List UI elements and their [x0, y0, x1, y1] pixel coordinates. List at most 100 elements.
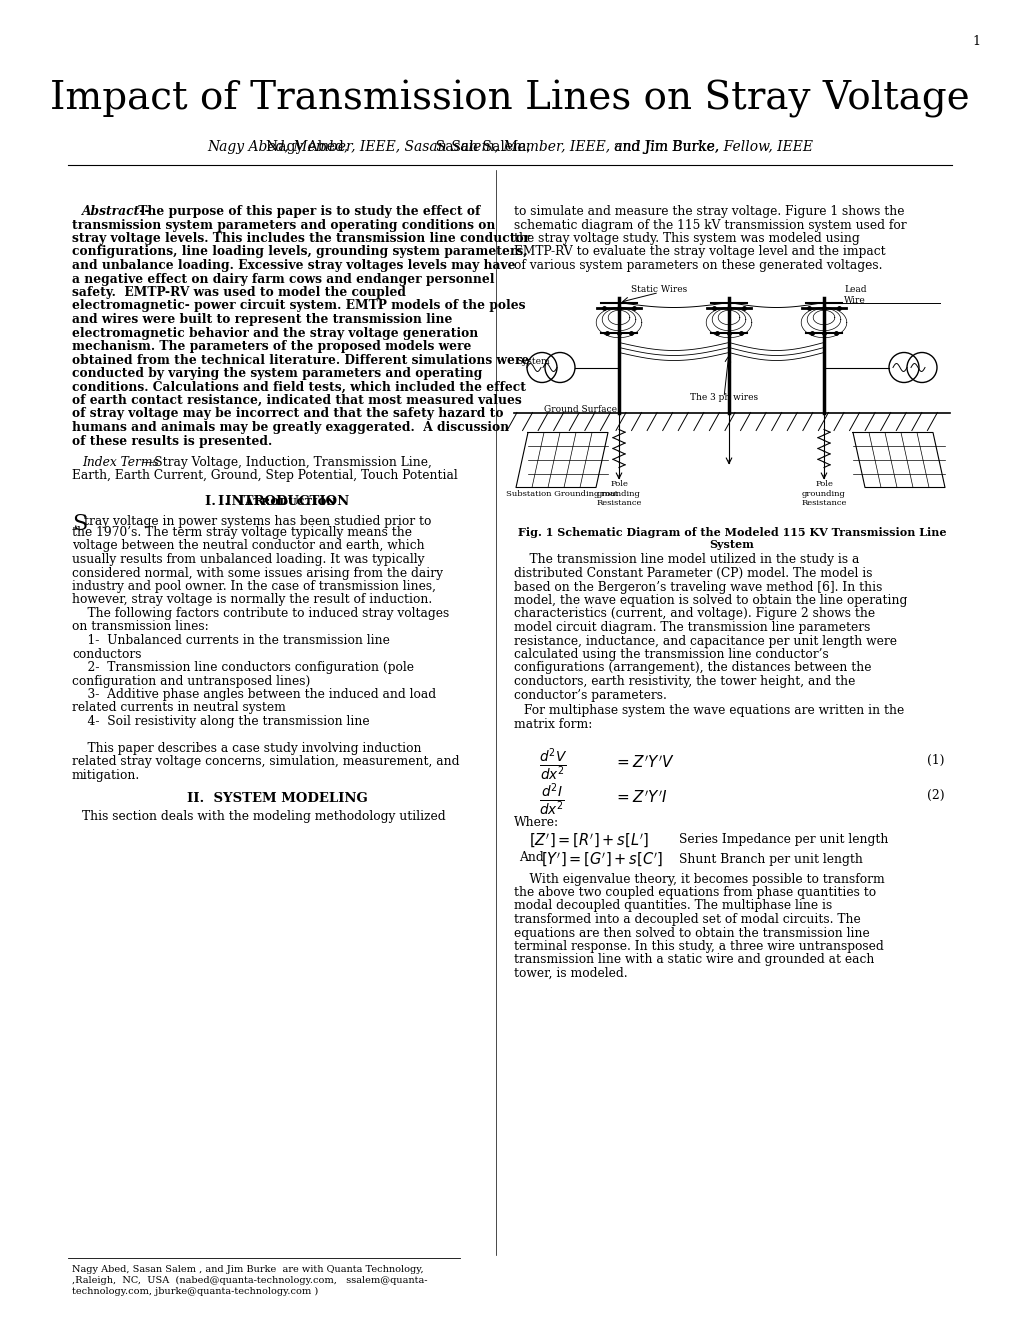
Text: usually results from unbalanced loading. It was typically: usually results from unbalanced loading.…	[72, 553, 424, 566]
Text: With eigenvalue theory, it becomes possible to transform: With eigenvalue theory, it becomes possi…	[514, 873, 883, 886]
Text: $= Z'Y'V$: $= Z'Y'V$	[613, 754, 675, 771]
Text: tower, is modeled.: tower, is modeled.	[514, 968, 627, 979]
Text: stray voltage levels. This includes the transmission line conductor: stray voltage levels. This includes the …	[72, 232, 530, 246]
Text: configurations (arrangement), the distances between the: configurations (arrangement), the distan…	[514, 661, 870, 675]
Text: resistance, inductance, and capacitance per unit length were: resistance, inductance, and capacitance …	[514, 635, 896, 648]
Text: configurations, line loading levels, grounding system parameters,: configurations, line loading levels, gro…	[72, 246, 527, 259]
Text: of these results is presented.: of these results is presented.	[72, 434, 272, 447]
Text: technology.com, jburke@quanta-technology.com ): technology.com, jburke@quanta-technology…	[72, 1287, 318, 1296]
Text: $\left[Z'\right]=\left[R'\right]+s\left[L'\right]$: $\left[Z'\right]=\left[R'\right]+s\left[…	[529, 832, 648, 850]
Text: tray voltage in power systems has been studied prior to: tray voltage in power systems has been s…	[84, 515, 431, 528]
Text: (2): (2)	[926, 789, 944, 803]
Text: matrix form:: matrix form:	[514, 718, 592, 730]
Text: Lead
Wire: Lead Wire	[843, 285, 866, 305]
Text: terminal response. In this study, a three wire untransposed: terminal response. In this study, a thre…	[514, 940, 882, 953]
Text: conditions. Calculations and field tests, which included the effect: conditions. Calculations and field tests…	[72, 380, 526, 393]
Text: modal decoupled quantities. The multiphase line is: modal decoupled quantities. The multipha…	[514, 899, 832, 912]
Text: Nagy Abed, Member, IEEE, Sasan Salem, Member, IEEE, and Jim Burke, Fellow, IEEE: Nagy Abed, Member, IEEE, Sasan Salem, Me…	[207, 140, 812, 154]
Text: Abstract--: Abstract--	[82, 205, 151, 218]
Text: Earth, Earth Current, Ground, Step Potential, Touch Potential: Earth, Earth Current, Ground, Step Poten…	[72, 470, 458, 483]
Text: to simulate and measure the stray voltage. Figure 1 shows the: to simulate and measure the stray voltag…	[514, 205, 904, 218]
Text: The transmission line model utilized in the study is a: The transmission line model utilized in …	[514, 553, 859, 566]
Text: Impact of Transmission Lines on Stray Voltage: Impact of Transmission Lines on Stray Vo…	[50, 81, 969, 117]
Text: based on the Bergeron’s traveling wave method [6]. In this: based on the Bergeron’s traveling wave m…	[514, 581, 881, 594]
Text: and wires were built to represent the transmission line: and wires were built to represent the tr…	[72, 313, 452, 326]
Text: related currents in neutral system: related currents in neutral system	[72, 701, 285, 714]
Text: a negative effect on dairy farm cows and endanger personnel: a negative effect on dairy farm cows and…	[72, 272, 494, 285]
Text: The purpose of this paper is to study the effect of: The purpose of this paper is to study th…	[133, 205, 480, 218]
Text: EMTP-RV to evaluate the stray voltage level and the impact: EMTP-RV to evaluate the stray voltage le…	[514, 246, 884, 259]
Text: related stray voltage concerns, simulation, measurement, and: related stray voltage concerns, simulati…	[72, 755, 459, 768]
Text: 3-  Additive phase angles between the induced and load: 3- Additive phase angles between the ind…	[72, 688, 436, 701]
Text: Shunt Branch per unit length: Shunt Branch per unit length	[679, 853, 862, 866]
Text: Nagy Abed,                    Sasan Salem,                   and Jim Burke,: Nagy Abed, Sasan Salem, and Jim Burke,	[266, 140, 753, 154]
Text: industry and pool owner. In the case of transmission lines,: industry and pool owner. In the case of …	[72, 579, 435, 593]
Text: conductors, earth resistivity, the tower height, and the: conductors, earth resistivity, the tower…	[514, 675, 855, 688]
Text: equations are then solved to obtain the transmission line: equations are then solved to obtain the …	[514, 927, 869, 940]
Text: Ground Surface: Ground Surface	[543, 404, 616, 413]
Text: $\frac{d^2I}{dx^2}$: $\frac{d^2I}{dx^2}$	[538, 781, 565, 818]
Text: I.  INTRODUCTION: I. INTRODUCTION	[205, 495, 348, 508]
Text: transformed into a decoupled set of modal circuits. The: transformed into a decoupled set of moda…	[514, 913, 860, 927]
Text: of stray voltage may be incorrect and that the safety hazard to: of stray voltage may be incorrect and th…	[72, 408, 503, 421]
Text: conducted by varying the system parameters and operating: conducted by varying the system paramete…	[72, 367, 482, 380]
Text: of various system parameters on these generated voltages.: of various system parameters on these ge…	[514, 259, 881, 272]
Text: transmission line with a static wire and grounded at each: transmission line with a static wire and…	[514, 953, 873, 966]
Text: This paper describes a case study involving induction: This paper describes a case study involv…	[72, 742, 421, 755]
Text: Static Wires: Static Wires	[631, 285, 687, 294]
Text: voltage between the neutral conductor and earth, which: voltage between the neutral conductor an…	[72, 540, 424, 553]
Text: considered normal, with some issues arising from the dairy: considered normal, with some issues aris…	[72, 566, 442, 579]
Text: the 1970’s. The term stray voltage typically means the: the 1970’s. The term stray voltage typic…	[72, 525, 412, 539]
Text: conductors: conductors	[72, 648, 142, 660]
Text: I.  Iᴀᴛʀᴏᴅᴜᴄᴛɪᴏɴ: I. Iᴀᴛʀᴏᴅᴜᴄᴛɪᴏɴ	[218, 495, 335, 508]
Text: safety.  EMTP-RV was used to model the coupled: safety. EMTP-RV was used to model the co…	[72, 286, 406, 300]
Text: however, stray voltage is normally the result of induction.: however, stray voltage is normally the r…	[72, 594, 432, 606]
Text: schematic diagram of the 115 kV transmission system used for: schematic diagram of the 115 kV transmis…	[514, 219, 906, 231]
Text: System: System	[709, 540, 754, 550]
Text: (1): (1)	[926, 754, 944, 767]
Text: calculated using the transmission line conductor’s: calculated using the transmission line c…	[514, 648, 828, 661]
Text: Index Terms: Index Terms	[82, 455, 159, 469]
Text: electromagnetic- power circuit system. EMTP models of the poles: electromagnetic- power circuit system. E…	[72, 300, 525, 313]
Text: characteristics (current, and voltage). Figure 2 shows the: characteristics (current, and voltage). …	[514, 607, 874, 620]
Text: Pole
grounding
Resistance: Pole grounding Resistance	[801, 480, 846, 507]
Text: 2-  Transmission line conductors configuration (pole: 2- Transmission line conductors configur…	[72, 661, 414, 675]
Text: configuration and untransposed lines): configuration and untransposed lines)	[72, 675, 310, 688]
Text: on transmission lines:: on transmission lines:	[72, 620, 209, 634]
Text: the above two coupled equations from phase quantities to: the above two coupled equations from pha…	[514, 886, 875, 899]
Text: The 3 ph wires: The 3 ph wires	[689, 392, 757, 401]
Text: 1: 1	[971, 36, 979, 48]
Text: Where:: Where:	[514, 816, 558, 829]
Text: conductor’s parameters.: conductor’s parameters.	[514, 689, 666, 701]
Text: $\left[Y'\right]=\left[G'\right]+s\left[C'\right]$: $\left[Y'\right]=\left[G'\right]+s\left[…	[540, 851, 662, 869]
Text: and unbalance loading. Excessive stray voltages levels may have: and unbalance loading. Excessive stray v…	[72, 259, 515, 272]
Text: 4-  Soil resistivity along the transmission line: 4- Soil resistivity along the transmissi…	[72, 715, 369, 729]
Text: mechanism. The parameters of the proposed models were: mechanism. The parameters of the propose…	[72, 341, 471, 352]
Text: Substation Grounding mat: Substation Grounding mat	[505, 491, 618, 499]
Text: This section deals with the modeling methodology utilized: This section deals with the modeling met…	[82, 810, 445, 822]
Text: —Stray Voltage, Induction, Transmission Line,: —Stray Voltage, Induction, Transmission …	[142, 455, 431, 469]
Text: II.  SYSTEM MODELING: II. SYSTEM MODELING	[186, 792, 367, 805]
Text: $\frac{d^2V}{dx^2}$: $\frac{d^2V}{dx^2}$	[538, 746, 567, 783]
Text: the stray voltage study. This system was modeled using: the stray voltage study. This system was…	[514, 232, 859, 246]
Text: obtained from the technical literature. Different simulations were: obtained from the technical literature. …	[72, 354, 529, 367]
Text: of earth contact resistance, indicated that most measured values: of earth contact resistance, indicated t…	[72, 393, 522, 407]
Text: humans and animals may be greatly exaggerated.  A discussion: humans and animals may be greatly exagge…	[72, 421, 508, 434]
Text: model, the wave equation is solved to obtain the line operating: model, the wave equation is solved to ob…	[514, 594, 907, 607]
Text: $= Z'Y'I$: $= Z'Y'I$	[613, 789, 667, 805]
Text: ,Raleigh,  NC,  USA  (nabed@quanta-technology.com,   ssalem@quanta-: ,Raleigh, NC, USA (nabed@quanta-technolo…	[72, 1276, 427, 1286]
Text: transmission system parameters and operating conditions on: transmission system parameters and opera…	[72, 219, 495, 231]
Text: mitigation.: mitigation.	[72, 770, 141, 781]
Text: Pole
grounding
Resistance: Pole grounding Resistance	[596, 480, 641, 507]
Text: Series Impedance per unit length: Series Impedance per unit length	[679, 833, 888, 846]
Text: distributed Constant Parameter (CP) model. The model is: distributed Constant Parameter (CP) mode…	[514, 568, 871, 579]
Text: For multiphase system the wave equations are written in the: For multiphase system the wave equations…	[524, 704, 904, 717]
Text: Nagy Abed, Sasan Salem , and Jim Burke  are with Quanta Technology,: Nagy Abed, Sasan Salem , and Jim Burke a…	[72, 1265, 423, 1274]
Text: The following factors contribute to induced stray voltages: The following factors contribute to indu…	[72, 607, 448, 620]
Text: electromagnetic behavior and the stray voltage generation: electromagnetic behavior and the stray v…	[72, 326, 478, 339]
Text: Fig. 1 Schematic Diagram of the Modeled 115 KV Transmission Line: Fig. 1 Schematic Diagram of the Modeled …	[518, 528, 946, 539]
Text: model circuit diagram. The transmission line parameters: model circuit diagram. The transmission …	[514, 620, 869, 634]
Text: S: S	[72, 512, 88, 535]
Text: And: And	[519, 851, 543, 865]
Text: 1-  Unbalanced currents in the transmission line: 1- Unbalanced currents in the transmissi…	[72, 634, 389, 647]
